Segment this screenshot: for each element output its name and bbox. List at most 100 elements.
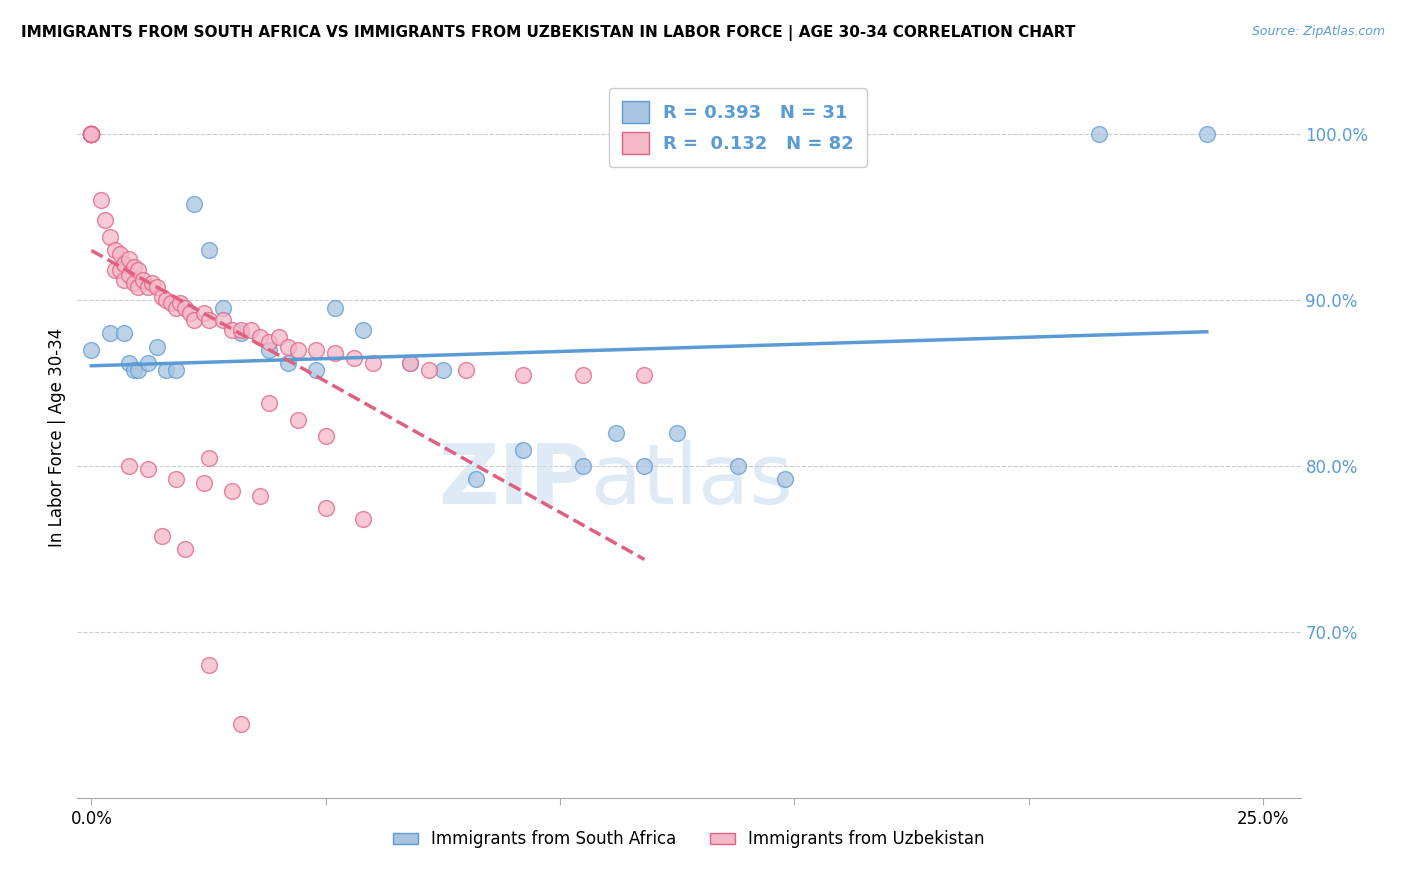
Point: [112, 326, 135, 341]
Point: [633, 368, 655, 382]
Point: [80, 127, 103, 141]
Point: [150, 290, 173, 304]
Point: [169, 296, 191, 310]
Point: [80, 127, 103, 141]
Point: [90, 194, 112, 208]
Point: [193, 475, 215, 490]
Point: [323, 301, 346, 316]
Point: [80, 343, 103, 357]
Point: [146, 340, 169, 354]
Point: [118, 356, 141, 370]
Point: [1195, 127, 1218, 141]
Point: [305, 363, 328, 377]
Point: [239, 323, 262, 337]
Point: [155, 293, 177, 307]
Point: [633, 459, 655, 474]
Point: [221, 484, 243, 499]
Point: [352, 512, 374, 526]
Point: [361, 356, 384, 370]
Point: [136, 279, 159, 293]
Point: [112, 256, 135, 270]
Point: [165, 301, 187, 316]
Point: [132, 273, 155, 287]
Point: [352, 323, 374, 337]
Point: [104, 263, 127, 277]
Point: [277, 340, 299, 354]
Point: [118, 459, 141, 474]
Point: [80, 127, 103, 141]
Point: [127, 279, 149, 293]
Point: [127, 363, 149, 377]
Point: [572, 368, 595, 382]
Point: [221, 323, 243, 337]
Point: [80, 127, 103, 141]
Point: [231, 323, 253, 337]
Point: [112, 273, 135, 287]
Point: [418, 363, 440, 377]
Point: [343, 351, 366, 366]
Point: [136, 462, 159, 476]
Point: [1088, 127, 1111, 141]
Text: atlas: atlas: [591, 440, 793, 521]
Point: [160, 296, 183, 310]
Point: [118, 268, 141, 282]
Point: [231, 326, 253, 341]
Point: [183, 196, 205, 211]
Point: [211, 301, 233, 316]
Point: [249, 329, 271, 343]
Point: [456, 363, 478, 377]
Point: [197, 658, 219, 673]
Y-axis label: In Labor Force | Age 30-34: In Labor Force | Age 30-34: [48, 327, 66, 547]
Point: [80, 127, 103, 141]
Point: [193, 306, 215, 320]
Point: [287, 412, 309, 426]
Point: [666, 425, 689, 440]
Point: [80, 127, 103, 141]
Text: IMMIGRANTS FROM SOUTH AFRICA VS IMMIGRANTS FROM UZBEKISTAN IN LABOR FORCE | AGE : IMMIGRANTS FROM SOUTH AFRICA VS IMMIGRAN…: [21, 25, 1076, 41]
Point: [146, 279, 169, 293]
Point: [94, 213, 117, 227]
Text: Source: ZipAtlas.com: Source: ZipAtlas.com: [1251, 25, 1385, 38]
Point: [773, 472, 796, 486]
Point: [249, 489, 271, 503]
Point: [179, 306, 201, 320]
Point: [141, 277, 163, 291]
Point: [80, 127, 103, 141]
Point: [122, 277, 145, 291]
Point: [259, 334, 281, 349]
Point: [399, 356, 422, 370]
Point: [267, 329, 290, 343]
Point: [104, 244, 127, 258]
Point: [80, 127, 103, 141]
Point: [108, 246, 131, 260]
Point: [118, 252, 141, 266]
Point: [98, 230, 121, 244]
Legend: Immigrants from South Africa, Immigrants from Uzbekistan: Immigrants from South Africa, Immigrants…: [387, 823, 991, 855]
Point: [80, 127, 103, 141]
Point: [80, 127, 103, 141]
Point: [305, 343, 328, 357]
Point: [136, 356, 159, 370]
Point: [315, 500, 337, 515]
Point: [231, 716, 253, 731]
Point: [127, 263, 149, 277]
Point: [287, 343, 309, 357]
Point: [197, 244, 219, 258]
Point: [197, 450, 219, 465]
Point: [315, 429, 337, 443]
Point: [108, 263, 131, 277]
Point: [727, 459, 749, 474]
Point: [464, 472, 486, 486]
Point: [165, 363, 187, 377]
Point: [605, 425, 627, 440]
Point: [80, 127, 103, 141]
Point: [211, 313, 233, 327]
Point: [183, 313, 205, 327]
Point: [197, 313, 219, 327]
Point: [174, 542, 197, 557]
Point: [165, 472, 187, 486]
Point: [572, 459, 595, 474]
Text: ZIP: ZIP: [439, 440, 591, 521]
Point: [80, 127, 103, 141]
Point: [512, 368, 534, 382]
